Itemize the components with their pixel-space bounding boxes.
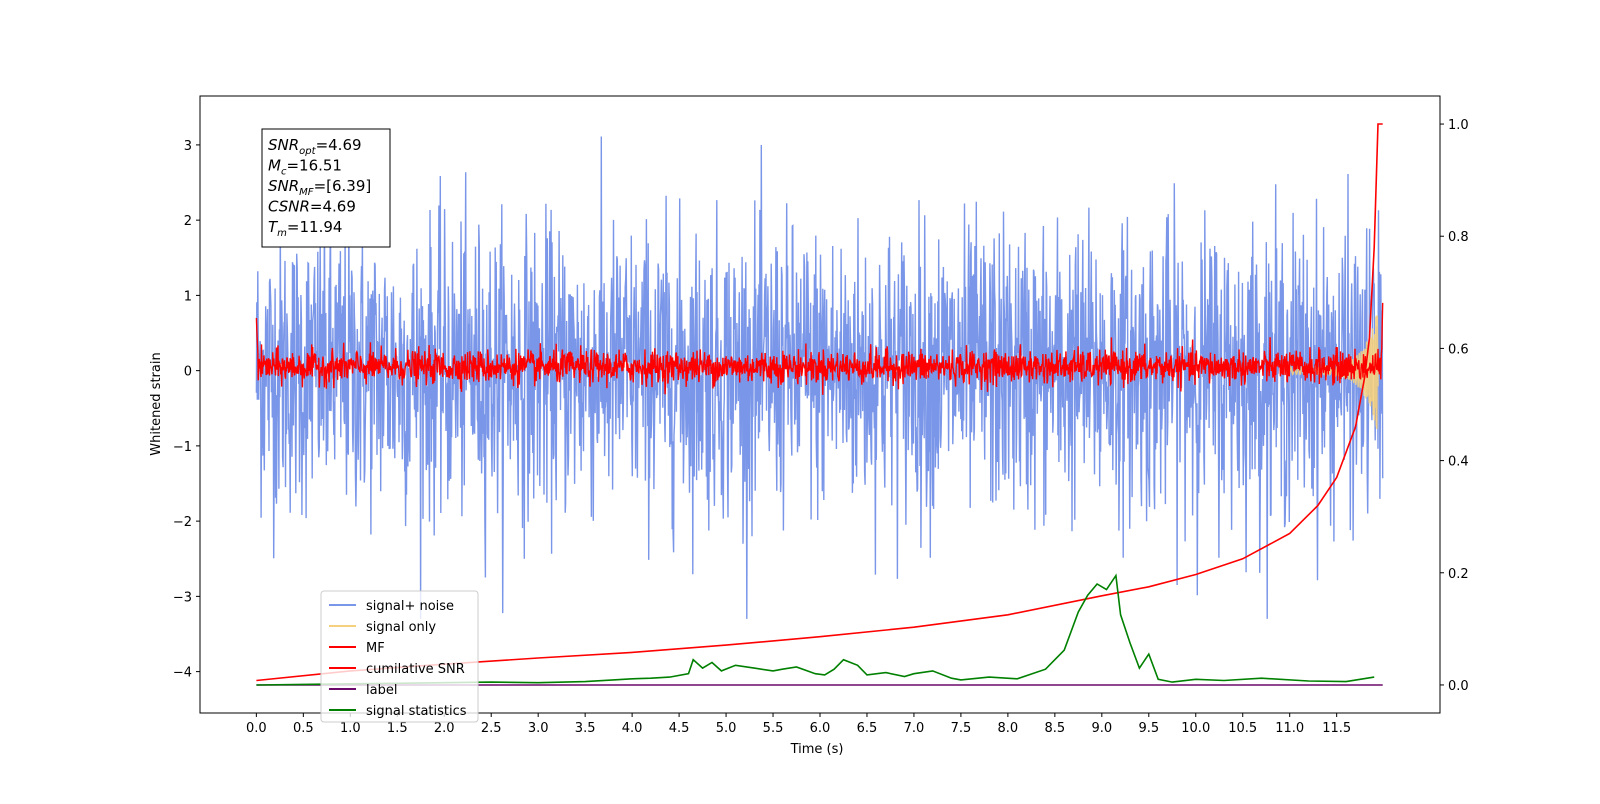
stats-annotation-box: SNRopt=4.69Mc=16.51SNRMF=[6.39]CSNR=4.69… [261, 128, 391, 248]
annotation-line: Mc=16.51 [268, 157, 342, 178]
y-tick-label: 1 [184, 289, 192, 304]
x-tick-label: 7.0 [904, 721, 925, 736]
annotation-line: SNRopt=4.69 [268, 136, 362, 157]
y-tick-label: −2 [173, 515, 192, 530]
legend-label: MF [366, 641, 385, 656]
series-cumulative-snr [256, 123, 1383, 682]
series-signal-statistics [256, 573, 1375, 686]
legend-label: signal only [366, 620, 436, 635]
y2-tick-label: 0.0 [1448, 679, 1469, 694]
annotation-line: CSNR=4.69 [268, 198, 356, 216]
x-tick-label: 11.0 [1275, 721, 1304, 736]
x-tick-label: 1.5 [387, 721, 408, 736]
x-tick-label: 3.0 [528, 721, 549, 736]
y2-tick-label: 1.0 [1448, 118, 1469, 133]
x-axis: 0.0 0.5 1.0 1.5 2.0 2.5 3.0 3.5 4.0 4.5 5.0 5.5 6.0 6… [246, 713, 1351, 736]
x-axis-label: Time (s) [790, 742, 844, 757]
legend-label: signal statistics [366, 704, 467, 719]
y-axis-label: Whitened strain [149, 352, 164, 455]
x-tick-label: 5.0 [716, 721, 737, 736]
x-tick-label: 6.0 [810, 721, 831, 736]
y2-tick-label: 0.6 [1448, 342, 1469, 357]
y2-tick-label: 0.8 [1448, 230, 1469, 245]
legend-label: cumilative SNR [366, 662, 465, 677]
x-tick-label: 2.0 [434, 721, 455, 736]
y-tick-label: −1 [173, 440, 192, 455]
y-tick-label: −3 [173, 590, 192, 605]
y-axis-right: 1.0 0.8 0.6 0.4 0.2 0.0 [1440, 118, 1469, 694]
x-tick-label: 10.0 [1181, 721, 1210, 736]
x-tick-label: 4.5 [669, 721, 690, 736]
y2-tick-label: 0.4 [1448, 455, 1469, 470]
x-tick-label: 0.5 [293, 721, 314, 736]
x-tick-label: 9.0 [1091, 721, 1112, 736]
y-axis-left: 3 2 1 0 −1 −2 −3 −4 [173, 139, 200, 681]
series-signal-noise [255, 136, 1384, 619]
x-tick-label: 9.5 [1138, 721, 1159, 736]
annotation-frame [261, 128, 391, 248]
legend-frame [320, 590, 479, 723]
series-mf [255, 302, 1384, 395]
y2-tick-label: 0.2 [1448, 567, 1469, 582]
x-tick-label: 4.0 [622, 721, 643, 736]
x-tick-label: 8.0 [998, 721, 1019, 736]
x-tick-label: 8.5 [1045, 721, 1066, 736]
annotation-line: Tm=11.94 [268, 218, 342, 239]
x-tick-label: 1.0 [340, 721, 361, 736]
x-tick-label: 10.5 [1228, 721, 1257, 736]
x-tick-label: 7.5 [951, 721, 972, 736]
annotation-line: SNRMF=[6.39] [268, 177, 371, 198]
legend-label: label [366, 683, 397, 698]
legend-label: signal+ noise [366, 599, 454, 614]
y-tick-label: 3 [184, 139, 192, 154]
x-tick-label: 3.5 [575, 721, 596, 736]
y-tick-label: 2 [184, 214, 192, 229]
x-tick-label: 2.5 [481, 721, 502, 736]
x-tick-label: 11.5 [1322, 721, 1351, 736]
x-tick-label: 5.5 [763, 721, 784, 736]
legend: signal+ noise signal only MF cumilative SNR… [320, 590, 479, 723]
x-tick-label: 6.5 [857, 721, 878, 736]
y-tick-label: −4 [173, 666, 192, 681]
y-tick-label: 0 [184, 365, 192, 380]
x-tick-label: 0.0 [246, 721, 267, 736]
